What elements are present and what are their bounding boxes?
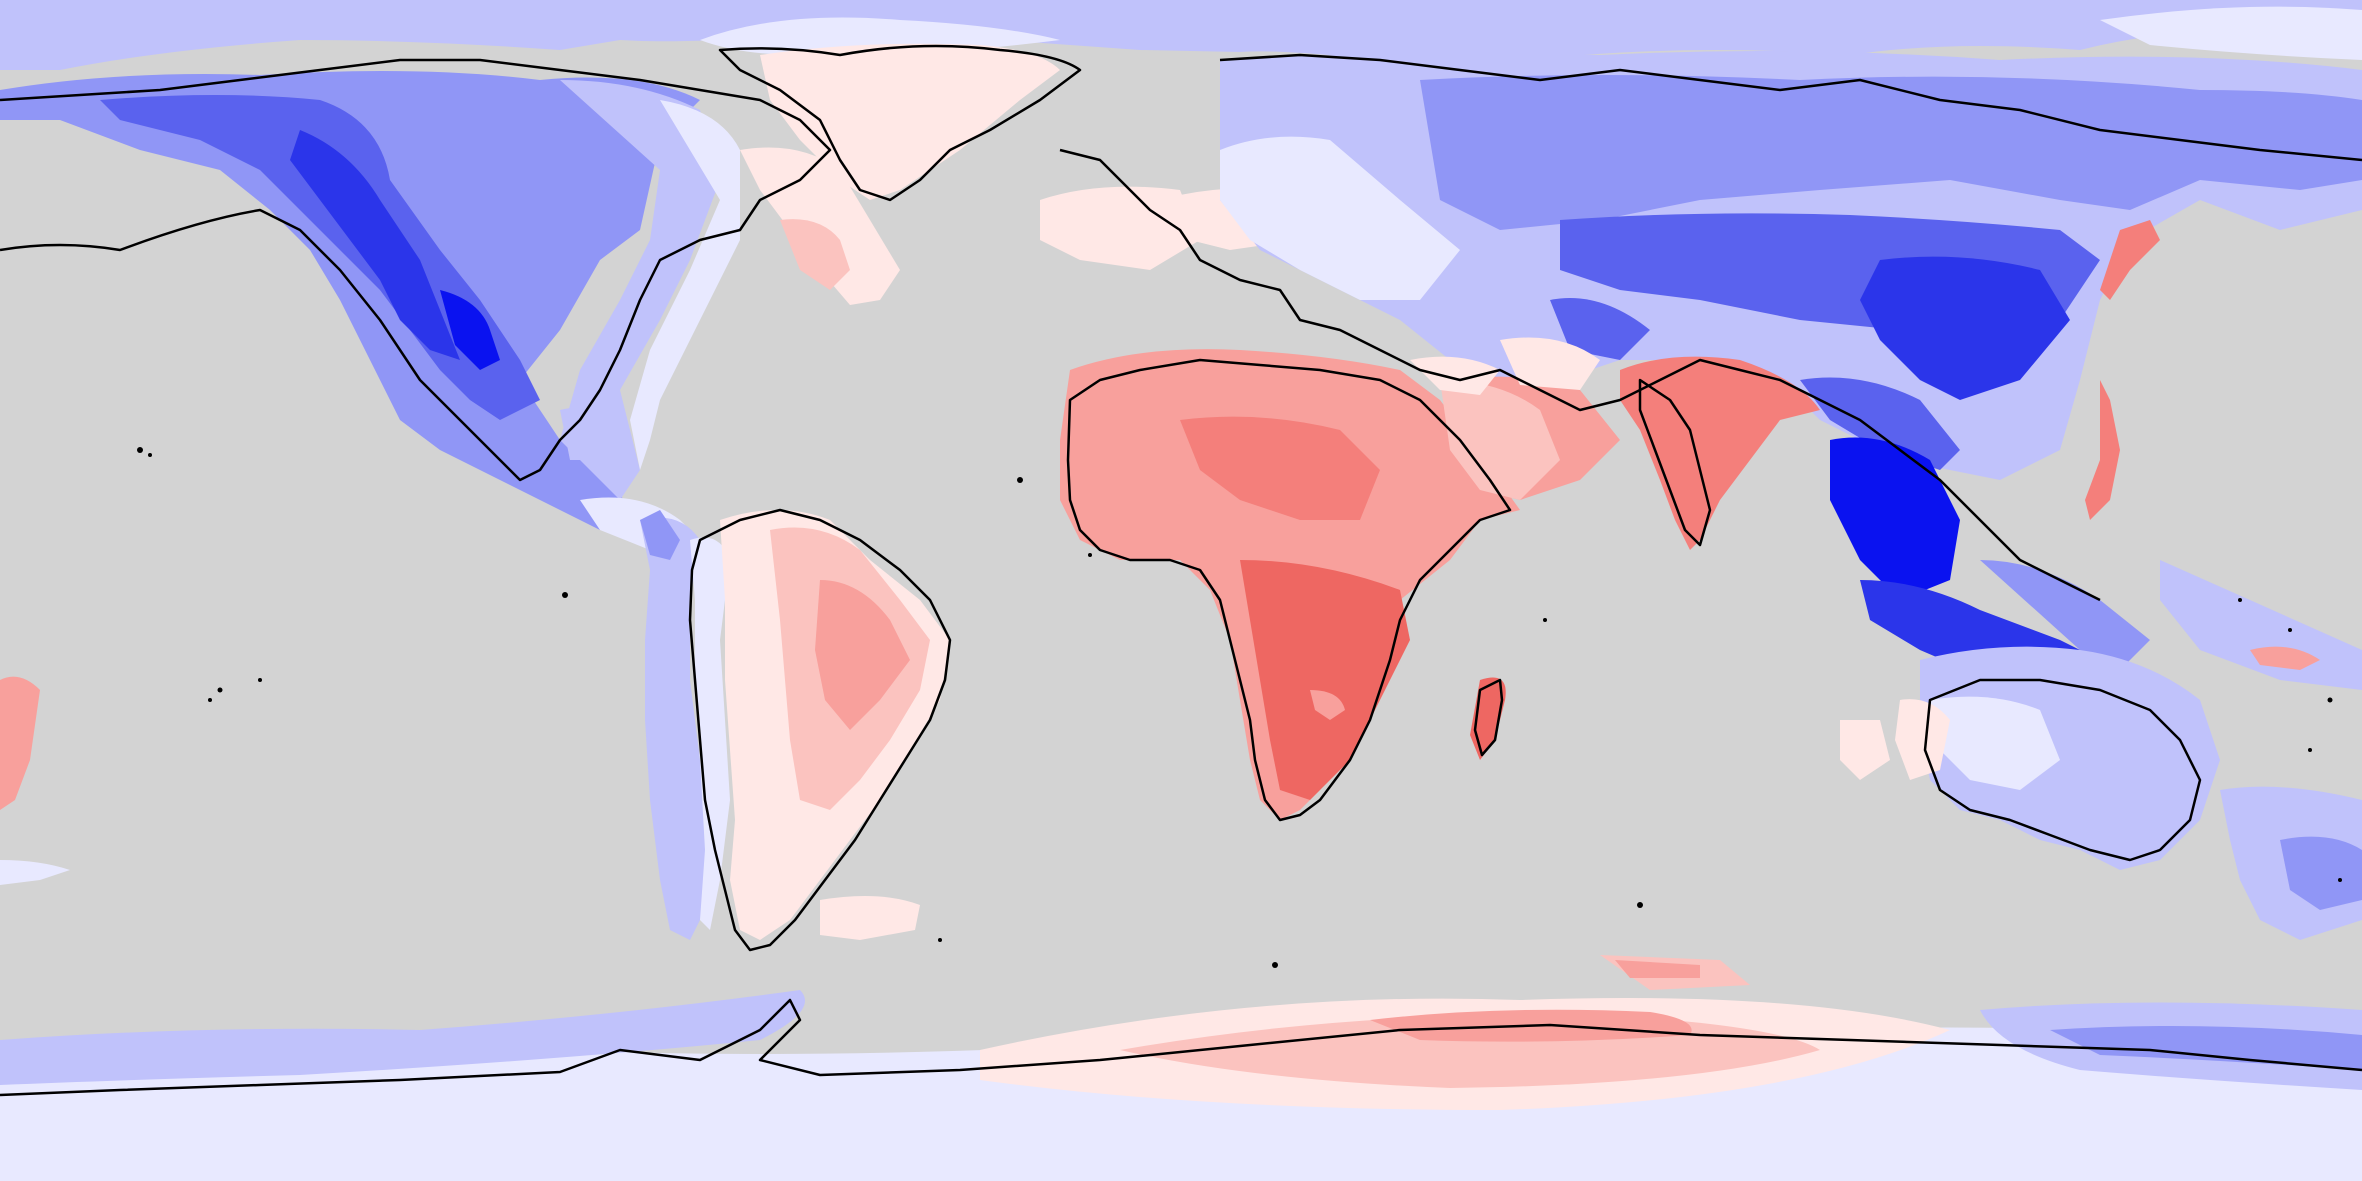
anomaly-patch: [0, 676, 40, 810]
anomaly-patch: [1930, 696, 2060, 790]
island-speck: [1543, 618, 1547, 622]
island-speck: [1088, 553, 1092, 557]
anomaly-patch: [2100, 220, 2160, 300]
anomaly-patch: [640, 510, 680, 560]
africa-field: [1060, 349, 1560, 820]
island-speck: [2308, 748, 2312, 752]
coastlines: [0, 44, 2362, 1097]
coastline: [718, 44, 1082, 202]
island-speck: [137, 447, 143, 453]
island-speck: [1272, 962, 1278, 968]
coastline: [1059, 148, 2101, 602]
anomaly-patch: [1240, 560, 1410, 800]
anomaly-patch: [1800, 377, 1960, 470]
anomaly-patch: [2050, 1026, 2362, 1070]
anomaly-patch: [1410, 356, 1500, 395]
anomaly-patch: [760, 43, 1060, 200]
anomaly-patch: [1830, 437, 1960, 600]
coastline: [1066, 358, 1512, 822]
island-speck: [1017, 477, 1023, 483]
anomaly-patch: [290, 130, 460, 360]
anomaly-patch: [2085, 380, 2120, 520]
anomaly-patch: [560, 80, 720, 500]
anomaly-patch: [630, 100, 740, 470]
anomaly-patch: [1550, 298, 1650, 360]
island-speck: [208, 698, 212, 702]
anomaly-patch: [690, 537, 730, 930]
anomaly-patch: [0, 860, 70, 885]
coastline: [1923, 678, 2202, 862]
island-speck: [2327, 697, 2333, 703]
pacific-field: [0, 220, 2160, 885]
anomaly-patch: [1620, 356, 1820, 550]
anomaly-patch: [2250, 646, 2320, 670]
island-speck: [258, 678, 262, 682]
anomaly-patch: [820, 896, 920, 940]
anomaly-patch: [1980, 560, 2150, 670]
island-speck: [217, 687, 223, 693]
anomaly-patch: [1840, 720, 1890, 780]
anomaly-patch: [1500, 337, 1600, 390]
island-speck: [1637, 902, 1643, 908]
coastline: [0, 998, 2362, 1097]
anomaly-patch: [2280, 836, 2362, 910]
greenland-field: [740, 43, 1320, 305]
coastline: [1219, 53, 2362, 162]
island-speck: [562, 592, 568, 598]
anomaly-patch: [560, 407, 620, 460]
south-america-field: [640, 510, 950, 940]
antarctic-field: [0, 955, 2362, 1181]
island-speck: [938, 938, 942, 942]
anomaly-patch: [0, 71, 700, 530]
coastline: [0, 58, 832, 482]
anomaly-patch: [1220, 136, 1460, 300]
coastline: [1473, 678, 1504, 757]
anomaly-patch: [1615, 960, 1700, 978]
coastline: [1638, 378, 1712, 547]
anomaly-patch: [0, 990, 805, 1085]
anomaly-patch: [1860, 256, 2070, 400]
anomaly-patch: [815, 580, 910, 730]
island-speck: [148, 453, 152, 457]
anomaly-patch: [1440, 380, 1560, 500]
island-speck: [2288, 628, 2292, 632]
anomaly-patch: [1895, 699, 1950, 780]
island-speck: [2238, 598, 2242, 602]
coastline: [688, 508, 952, 952]
anomaly-patch: [2100, 6, 2362, 61]
anomaly-patch: [1310, 690, 1345, 720]
island-specks: [137, 447, 2342, 968]
island-speck: [2338, 878, 2342, 882]
north-america-field: [0, 71, 740, 550]
anomaly-patch: [1420, 75, 2362, 230]
anomaly-patch: [780, 219, 850, 290]
australia-field: [1840, 646, 2362, 940]
anomaly-patch: [1040, 186, 1200, 270]
anomaly-patch: [440, 290, 500, 370]
anomaly-patch: [0, 0, 2362, 70]
anomaly-patch: [1180, 416, 1380, 520]
anomaly-patch: [640, 517, 710, 940]
